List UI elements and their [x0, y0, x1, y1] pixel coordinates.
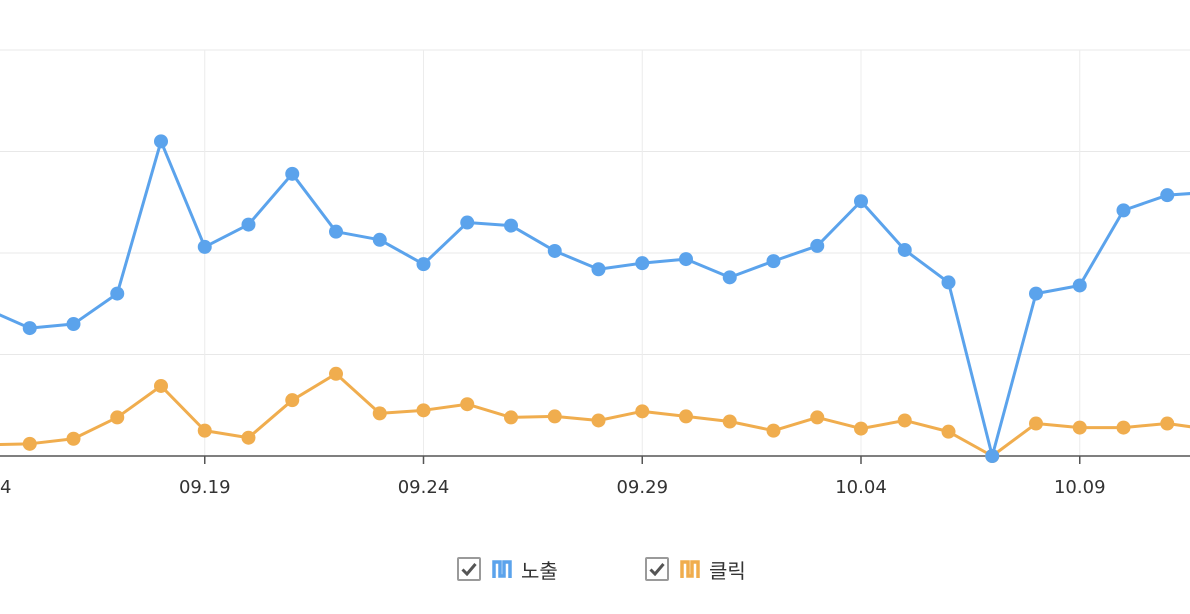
checkmark-icon: [649, 563, 665, 576]
data-point[interactable]: [110, 286, 125, 301]
data-point[interactable]: [1072, 278, 1087, 293]
legend-label-impressions: 노출: [521, 558, 558, 583]
line-series-icon: [679, 557, 701, 581]
legend-label-clicks: 클릭: [709, 558, 746, 583]
x-tick-label: 10.09: [1054, 477, 1106, 498]
data-point[interactable]: [766, 254, 781, 269]
chart-legend: 노출 클릭: [0, 552, 1190, 586]
x-tick-label: 10.04: [835, 477, 887, 498]
x-tick-label: 09.19: [179, 477, 231, 498]
data-point[interactable]: [941, 424, 956, 439]
data-point[interactable]: [635, 256, 650, 271]
data-point[interactable]: [285, 166, 300, 181]
data-point[interactable]: [504, 410, 518, 425]
data-point[interactable]: [897, 242, 912, 257]
data-point[interactable]: [285, 393, 300, 408]
data-point[interactable]: [504, 218, 518, 233]
data-point[interactable]: [591, 262, 606, 277]
data-point[interactable]: [722, 414, 737, 429]
data-point[interactable]: [416, 403, 431, 418]
data-point[interactable]: [241, 217, 256, 232]
x-axis-ticks: 4 09.19 09.24 09.29 10.04 10.09: [0, 456, 1106, 498]
series-impressions: [0, 134, 1190, 463]
data-point[interactable]: [1116, 420, 1131, 435]
data-point[interactable]: [329, 366, 343, 381]
data-point[interactable]: [154, 134, 168, 149]
data-point[interactable]: [1029, 286, 1043, 301]
data-point[interactable]: [372, 232, 387, 247]
data-point[interactable]: [110, 410, 125, 425]
legend-item-clicks[interactable]: 클릭: [645, 552, 746, 586]
x-tick-label: 09.24: [398, 477, 450, 498]
checkbox-impressions[interactable]: [457, 557, 481, 581]
data-point[interactable]: [941, 275, 956, 290]
data-point[interactable]: [197, 423, 212, 438]
legend-item-impressions[interactable]: 노출: [457, 552, 558, 586]
data-point[interactable]: [547, 243, 562, 258]
data-point[interactable]: [372, 406, 387, 421]
data-point[interactable]: [1029, 416, 1043, 431]
data-point[interactable]: [460, 397, 475, 412]
series-clicks: [0, 366, 1190, 463]
data-point[interactable]: [810, 410, 825, 425]
data-point[interactable]: [679, 409, 693, 424]
x-tick-label: 09.29: [616, 477, 668, 498]
series-line: [0, 139, 1190, 458]
data-point[interactable]: [766, 423, 781, 438]
data-point[interactable]: [329, 224, 343, 239]
data-point[interactable]: [1072, 420, 1087, 435]
data-point[interactable]: [66, 317, 81, 332]
data-point[interactable]: [66, 431, 81, 446]
data-point[interactable]: [22, 321, 37, 336]
data-point[interactable]: [547, 409, 562, 424]
data-point[interactable]: [810, 238, 825, 253]
data-point[interactable]: [854, 421, 868, 436]
line-series-icon: [491, 557, 513, 581]
data-point[interactable]: [591, 413, 606, 428]
data-point[interactable]: [1160, 416, 1175, 431]
data-point[interactable]: [722, 270, 737, 285]
checkmark-icon: [461, 563, 477, 576]
x-tick-label: 4: [0, 477, 11, 498]
data-point[interactable]: [1116, 203, 1131, 218]
data-point[interactable]: [197, 239, 212, 254]
data-point[interactable]: [635, 404, 650, 419]
data-point[interactable]: [154, 378, 168, 393]
data-point[interactable]: [416, 257, 431, 272]
data-point[interactable]: [22, 436, 37, 451]
series-layer: [0, 134, 1190, 463]
data-point[interactable]: [854, 194, 868, 209]
data-point[interactable]: [1160, 188, 1175, 203]
data-point[interactable]: [460, 215, 475, 230]
data-point[interactable]: [241, 430, 256, 445]
data-point[interactable]: [897, 413, 912, 428]
data-point[interactable]: [985, 449, 1000, 463]
checkbox-clicks[interactable]: [645, 557, 669, 581]
grid-lines: [0, 49, 1190, 456]
data-point[interactable]: [679, 252, 693, 267]
